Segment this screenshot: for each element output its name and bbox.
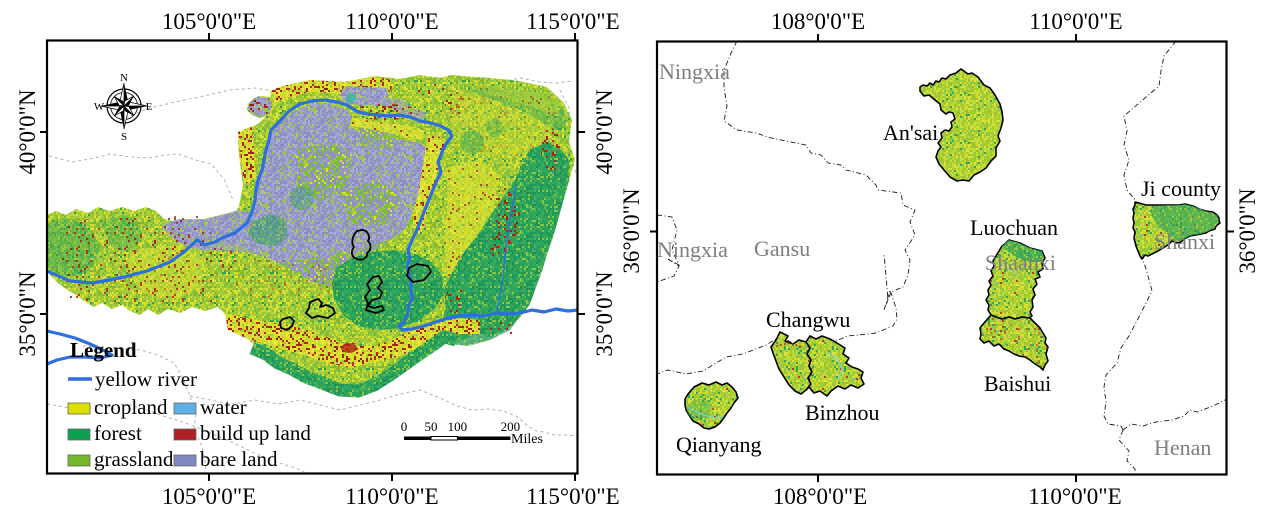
svg-text:110°0'0"E: 110°0'0"E [1029,9,1122,34]
svg-text:40°0'0"N: 40°0'0"N [592,89,617,175]
svg-text:S: S [121,131,127,143]
svg-text:110°0'0"E: 110°0'0"E [1028,484,1121,509]
svg-text:Qianyang: Qianyang [676,432,762,457]
svg-text:108°0'0"E: 108°0'0"E [771,9,865,34]
svg-text:bare land: bare land [200,447,278,471]
svg-text:Gansu: Gansu [754,236,810,261]
svg-text:50: 50 [425,419,438,434]
svg-text:35°0'0"N: 35°0'0"N [592,271,617,357]
svg-text:Baishui: Baishui [984,371,1051,396]
svg-text:108°0'0"E: 108°0'0"E [773,484,867,509]
svg-text:36°0'0"N: 36°0'0"N [1235,188,1260,274]
svg-text:36°0'0"N: 36°0'0"N [619,188,644,274]
svg-text:100: 100 [448,419,468,434]
svg-text:Ji county: Ji county [1141,176,1221,201]
svg-text:cropland: cropland [94,395,168,419]
svg-text:Henan: Henan [1154,435,1211,460]
svg-text:110°0'0"E: 110°0'0"E [345,9,438,34]
svg-text:Luochuan: Luochuan [970,215,1058,240]
svg-text:W: W [94,101,105,113]
svg-text:An'sai: An'sai [883,120,938,145]
svg-text:115°0'0"E: 115°0'0"E [526,9,619,34]
svg-text:Binzhou: Binzhou [805,400,880,425]
svg-text:forest: forest [94,421,142,445]
svg-text:E: E [146,101,153,113]
svg-text:105°0'0"E: 105°0'0"E [162,9,256,34]
svg-text:build up land: build up land [200,421,311,445]
svg-text:N: N [120,72,128,84]
svg-text:Shaanxi: Shaanxi [985,250,1056,275]
svg-text:0: 0 [401,419,408,434]
svg-text:Ningxia: Ningxia [657,237,728,262]
svg-text:115°0'0"E: 115°0'0"E [526,484,619,509]
svg-text:105°0'0"E: 105°0'0"E [162,484,256,509]
svg-text:40°0'0"N: 40°0'0"N [15,89,40,175]
svg-text:110°0'0"E: 110°0'0"E [345,484,438,509]
svg-text:35°0'0"N: 35°0'0"N [15,271,40,357]
svg-text:Shanxi: Shanxi [1154,229,1215,254]
svg-text:Changwu: Changwu [766,307,850,332]
svg-text:yellow river: yellow river [95,367,197,391]
svg-text:Legend: Legend [70,338,137,362]
svg-text:water: water [200,395,247,419]
svg-text:grassland: grassland [94,447,174,471]
svg-text:Miles: Miles [511,432,543,447]
svg-text:200: 200 [501,419,521,434]
svg-text:Ningxia: Ningxia [659,59,730,84]
